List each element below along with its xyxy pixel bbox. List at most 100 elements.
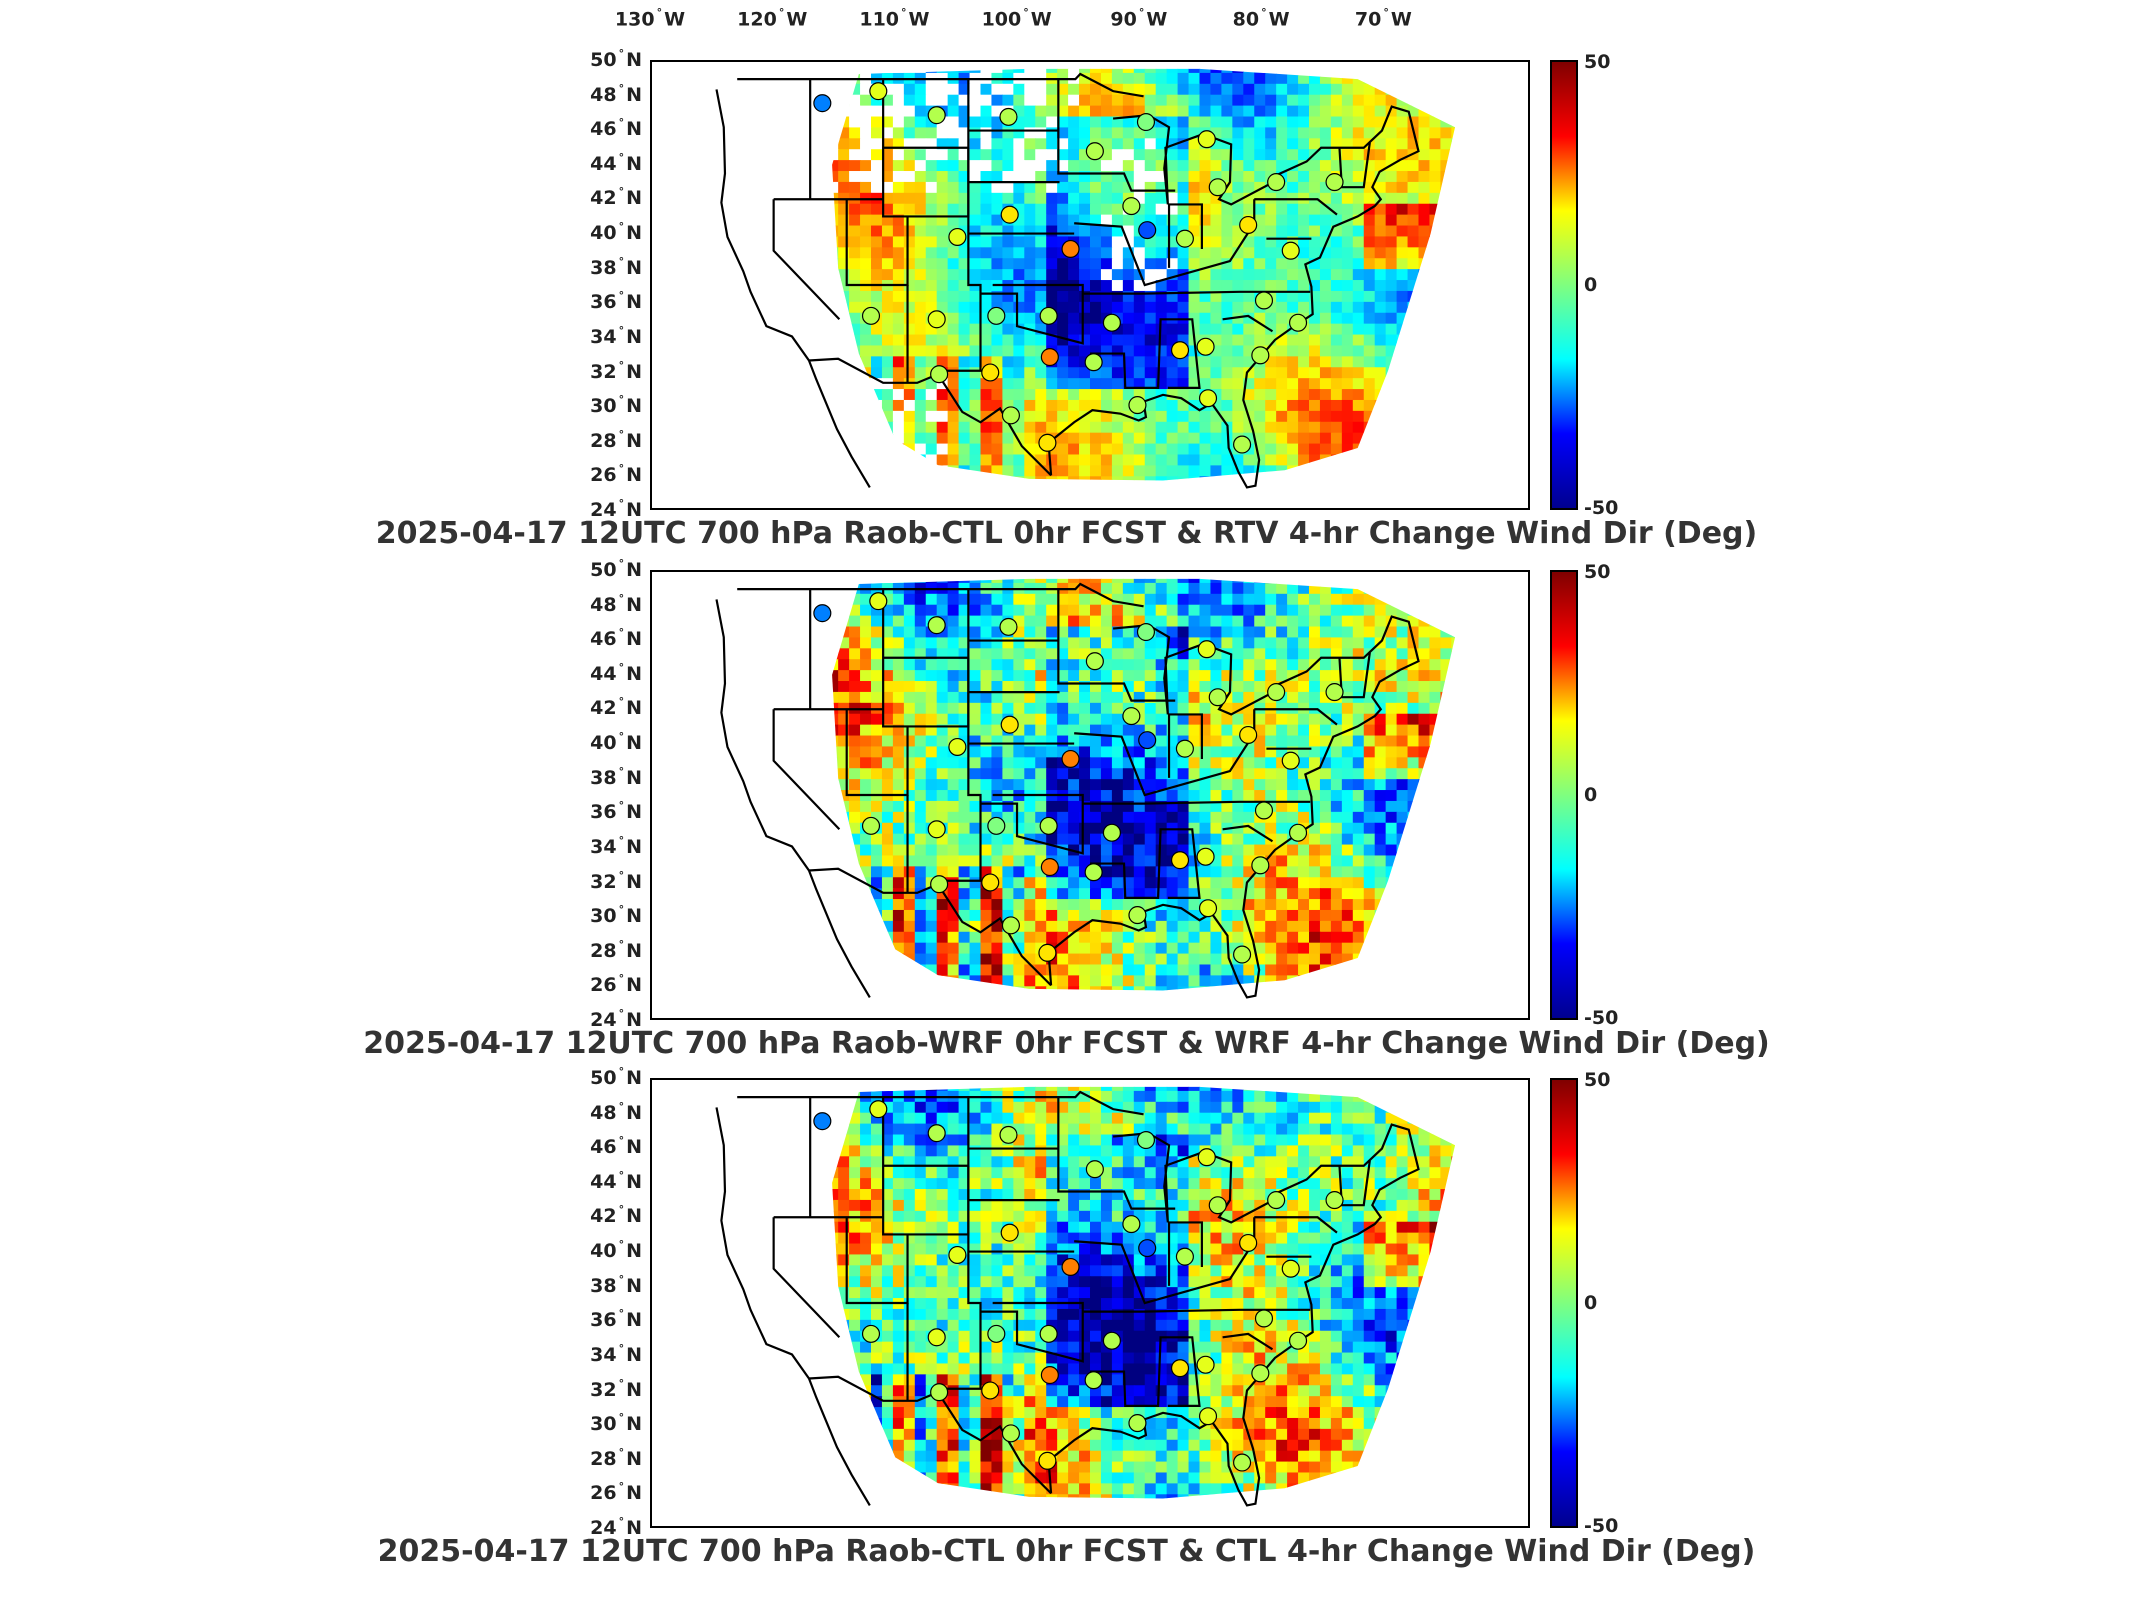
- map-canvas: [715, 578, 1456, 999]
- longitude-tick-label: 90 ° W: [1110, 6, 1168, 31]
- raob-station-marker: [1085, 142, 1104, 161]
- raob-station-marker: [1138, 221, 1157, 240]
- latitude-tick-label: 24 ° N: [590, 1514, 642, 1540]
- boundary-line: [737, 1090, 1144, 1116]
- boundary-line: [1254, 198, 1338, 216]
- wind-direction-field: [832, 68, 1456, 481]
- raob-station-marker: [999, 107, 1018, 126]
- raob-station-marker: [1239, 725, 1258, 744]
- raob-station-marker: [999, 1125, 1018, 1144]
- latitude-tick-label: 28 ° N: [590, 427, 642, 452]
- raob-station-marker: [1267, 1191, 1286, 1210]
- colorbar-mid-label: 0: [1584, 1292, 1598, 1314]
- raob-stations: [813, 82, 1344, 454]
- latitude-tick-label: 40 ° N: [590, 1237, 642, 1263]
- raob-station-marker: [1251, 856, 1270, 875]
- raob-station-marker: [927, 820, 946, 839]
- latitude-tick-label: 40 ° N: [590, 729, 642, 755]
- longitude-tick-label: 130 ° W: [614, 6, 686, 31]
- latitude-tick-label: 42 ° N: [590, 695, 642, 720]
- raob-station-marker: [927, 616, 946, 635]
- colorbar-mid-label: 0: [1584, 274, 1598, 296]
- latitude-tick-label: 32 ° N: [590, 358, 642, 383]
- boundary-line: [772, 1217, 841, 1339]
- boundary-line: [808, 1375, 1052, 1495]
- raob-station-marker: [1038, 943, 1057, 962]
- raob-station-marker: [1254, 291, 1274, 310]
- latitude-tick-label: 46 ° N: [590, 116, 642, 141]
- latitude-tick-label: 24 ° N: [590, 496, 642, 522]
- longitude-tick-label: 120 ° W: [737, 6, 808, 31]
- raob-station-marker: [1281, 241, 1300, 260]
- raob-station-marker: [1001, 1424, 1020, 1443]
- latitude-tick-label: 38 ° N: [590, 1272, 642, 1297]
- raob-station-marker: [1138, 731, 1157, 750]
- latitude-tick-label: 50 ° N: [590, 556, 642, 582]
- boundary-line: [1338, 1160, 1371, 1207]
- raob-station-marker: [861, 306, 881, 325]
- raob-station-marker: [1085, 1160, 1104, 1179]
- raob-station-marker: [1208, 178, 1227, 197]
- colorbar: [1550, 570, 1578, 1020]
- raob-station-marker: [1197, 1148, 1216, 1167]
- boundary-line: [936, 1097, 982, 1390]
- raob-station-marker: [1000, 1223, 1019, 1242]
- latitude-tick-label: 30 ° N: [590, 392, 642, 418]
- raob-station-marker: [1288, 1331, 1308, 1350]
- map-outlines: [715, 1090, 1420, 1507]
- colorbar-min-label: -50: [1584, 497, 1619, 519]
- colorbar: [1550, 60, 1578, 510]
- map-panel-3: 50 ° N 48 ° N 46 ° N 44 ° N 42 ° N 40 ° N 38 ° N 36 ° N 34 ° N 32 ° N…: [0, 1065, 2133, 1588]
- raob-station-marker: [1175, 229, 1194, 248]
- latitude-axis: 50 ° N 48 ° N 46 ° N 44 ° N 42 ° N 40 ° N 38 ° N 36 ° N 34 ° N 32 ° N…: [560, 1065, 650, 1539]
- latitude-tick-label: 30 ° N: [590, 1410, 642, 1436]
- boundary-line: [772, 709, 841, 831]
- boundary-line: [737, 582, 1144, 608]
- wind-direction-map: [650, 1078, 1530, 1528]
- raob-station-marker: [987, 1324, 1006, 1343]
- raob-station-marker: [1325, 173, 1344, 192]
- wind-direction-field: [832, 578, 1456, 991]
- raob-station-marker: [1040, 858, 1059, 877]
- boundary-line: [1047, 105, 1420, 489]
- raob-station-marker: [1196, 847, 1215, 866]
- boundary-line: [936, 589, 982, 882]
- latitude-tick-label: 44 ° N: [590, 150, 642, 176]
- panel-title: 2025-04-17 12UTC 700 hPa Raob-CTL 0hr FC…: [377, 1534, 1756, 1569]
- raob-station-marker: [1128, 906, 1147, 925]
- boundary-line: [1082, 800, 1311, 805]
- raob-station-marker: [927, 1328, 946, 1347]
- raob-station-marker: [869, 82, 888, 101]
- raob-station-marker: [1040, 348, 1059, 367]
- longitude-tick-label: 70 ° W: [1354, 6, 1412, 31]
- raob-station-marker: [1196, 1355, 1215, 1374]
- boundary-line: [1338, 142, 1371, 189]
- raob-station-marker: [1040, 1366, 1059, 1385]
- latitude-tick-label: 26 ° N: [590, 972, 642, 997]
- latitude-axis: 50 ° N 48 ° N 46 ° N 44 ° N 42 ° N 40 ° N 38 ° N 36 ° N 34 ° N 32 ° N…: [560, 557, 650, 1031]
- raob-station-marker: [948, 227, 967, 246]
- boundary-line: [980, 1301, 1084, 1363]
- boundary-line: [1167, 203, 1203, 268]
- colorbar-min-label: -50: [1584, 1515, 1619, 1537]
- latitude-tick-label: 26 ° N: [590, 1480, 642, 1505]
- raob-station-marker: [1039, 816, 1058, 835]
- boundary-line: [737, 72, 1144, 98]
- raob-station-marker: [1239, 1233, 1258, 1252]
- raob-station-marker: [1038, 433, 1057, 452]
- raob-station-marker: [1233, 1453, 1252, 1472]
- raob-station-marker: [1267, 683, 1286, 702]
- raob-stations: [813, 1100, 1344, 1472]
- boundary-line: [1222, 314, 1274, 333]
- boundary-line: [845, 199, 909, 287]
- latitude-tick-label: 46 ° N: [590, 1134, 642, 1159]
- latitude-tick-label: 36 ° N: [590, 289, 642, 314]
- raob-station-marker: [1084, 353, 1103, 372]
- raob-station-marker: [861, 816, 881, 835]
- raob-station-marker: [1288, 823, 1308, 842]
- raob-station-marker: [869, 592, 888, 611]
- latitude-tick-label: 34 ° N: [590, 323, 642, 349]
- raob-station-marker: [930, 1383, 949, 1402]
- longitude-tick-label: 110 ° W: [859, 6, 930, 31]
- boundary-line: [1047, 615, 1420, 999]
